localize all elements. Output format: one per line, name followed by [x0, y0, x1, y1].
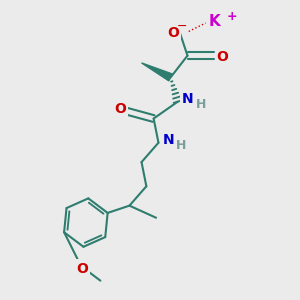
Text: O: O	[217, 50, 229, 64]
Text: K: K	[208, 14, 220, 29]
Text: N: N	[182, 92, 194, 106]
Text: −: −	[177, 20, 188, 33]
Text: N: N	[163, 133, 174, 147]
Text: O: O	[114, 102, 126, 116]
Text: O: O	[76, 262, 88, 275]
Text: O: O	[167, 26, 179, 40]
Text: H: H	[196, 98, 206, 110]
Polygon shape	[142, 63, 172, 81]
Text: H: H	[176, 139, 187, 152]
Text: +: +	[227, 11, 238, 23]
